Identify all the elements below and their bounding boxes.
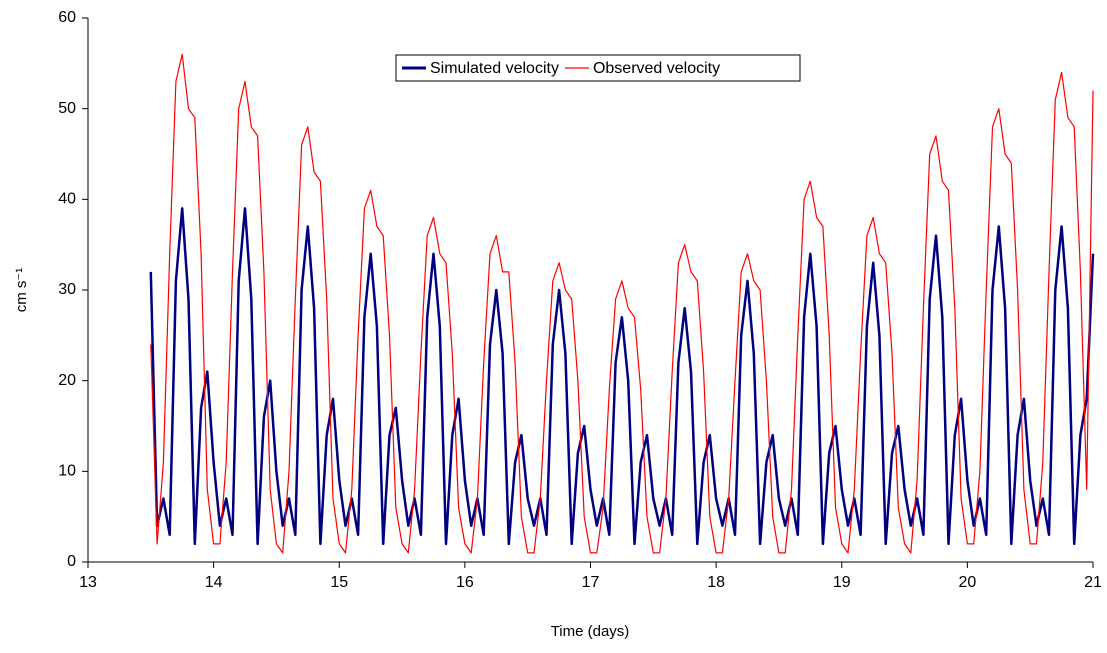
x-tick-label: 19 bbox=[833, 574, 851, 591]
y-tick-label: 50 bbox=[58, 100, 76, 117]
y-tick-label: 60 bbox=[58, 9, 76, 26]
x-tick-label: 15 bbox=[330, 574, 348, 591]
y-tick-label: 40 bbox=[58, 191, 76, 208]
x-tick-label: 17 bbox=[582, 574, 600, 591]
x-tick-label: 20 bbox=[958, 574, 976, 591]
y-tick-label: 20 bbox=[58, 372, 76, 389]
x-tick-label: 21 bbox=[1084, 574, 1102, 591]
legend-label: Observed velocity bbox=[593, 60, 720, 77]
x-tick-label: 16 bbox=[456, 574, 474, 591]
legend-label: Simulated velocity bbox=[430, 60, 559, 77]
legend-box bbox=[395, 54, 801, 82]
y-axis-label: cm s⁻¹ bbox=[13, 268, 30, 313]
x-tick-label: 14 bbox=[205, 574, 223, 591]
series-line bbox=[150, 53, 1094, 554]
series-line bbox=[149, 207, 1095, 546]
y-tick-label: 10 bbox=[58, 463, 76, 480]
x-tick-label: 18 bbox=[707, 574, 725, 591]
x-axis-label: Time (days) bbox=[551, 623, 630, 640]
y-tick-label: 0 bbox=[67, 553, 76, 570]
y-tick-label: 30 bbox=[58, 281, 76, 298]
x-tick-label: 13 bbox=[79, 574, 97, 591]
